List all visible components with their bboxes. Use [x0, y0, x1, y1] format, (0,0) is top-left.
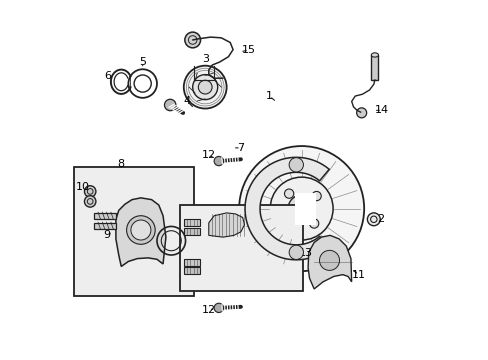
- Polygon shape: [295, 193, 315, 225]
- Text: 15: 15: [241, 45, 255, 55]
- Text: 9: 9: [103, 230, 110, 240]
- Bar: [94, 213, 116, 219]
- Text: 13: 13: [298, 248, 312, 258]
- Circle shape: [282, 216, 291, 226]
- Circle shape: [126, 216, 155, 244]
- Text: 12: 12: [202, 150, 215, 160]
- Text: 5: 5: [139, 57, 146, 67]
- Text: 1: 1: [265, 91, 272, 101]
- Circle shape: [356, 108, 366, 118]
- Circle shape: [164, 99, 176, 111]
- Circle shape: [366, 213, 380, 226]
- Text: 2: 2: [377, 214, 384, 224]
- Circle shape: [84, 196, 96, 207]
- Circle shape: [288, 158, 303, 172]
- Text: 11: 11: [351, 270, 365, 280]
- Circle shape: [270, 177, 332, 240]
- Circle shape: [288, 245, 303, 260]
- Text: 14: 14: [374, 105, 388, 115]
- Circle shape: [311, 192, 321, 201]
- Polygon shape: [307, 235, 351, 289]
- Polygon shape: [183, 228, 200, 235]
- Text: 10: 10: [76, 182, 90, 192]
- Polygon shape: [244, 157, 328, 260]
- Polygon shape: [183, 267, 200, 274]
- Polygon shape: [183, 259, 200, 266]
- Text: 6: 6: [104, 71, 111, 81]
- Circle shape: [319, 250, 339, 270]
- Text: 8: 8: [118, 159, 124, 169]
- Text: 7: 7: [237, 143, 244, 153]
- Circle shape: [131, 220, 151, 240]
- Bar: [74, 167, 194, 296]
- Circle shape: [214, 157, 223, 166]
- Text: 3: 3: [201, 54, 208, 64]
- Circle shape: [214, 303, 223, 312]
- Bar: [370, 55, 378, 80]
- Polygon shape: [116, 198, 165, 266]
- Circle shape: [287, 195, 315, 222]
- Circle shape: [239, 146, 364, 271]
- Circle shape: [183, 66, 226, 109]
- Text: 4: 4: [183, 96, 190, 107]
- Bar: [180, 205, 303, 291]
- Circle shape: [284, 189, 293, 198]
- Polygon shape: [183, 219, 200, 226]
- Text: 12: 12: [202, 305, 215, 315]
- Circle shape: [198, 80, 212, 94]
- Circle shape: [84, 186, 96, 197]
- Circle shape: [309, 219, 318, 228]
- Ellipse shape: [370, 53, 378, 57]
- Bar: [94, 223, 116, 229]
- Circle shape: [192, 75, 217, 100]
- Circle shape: [184, 32, 200, 48]
- Polygon shape: [208, 213, 244, 237]
